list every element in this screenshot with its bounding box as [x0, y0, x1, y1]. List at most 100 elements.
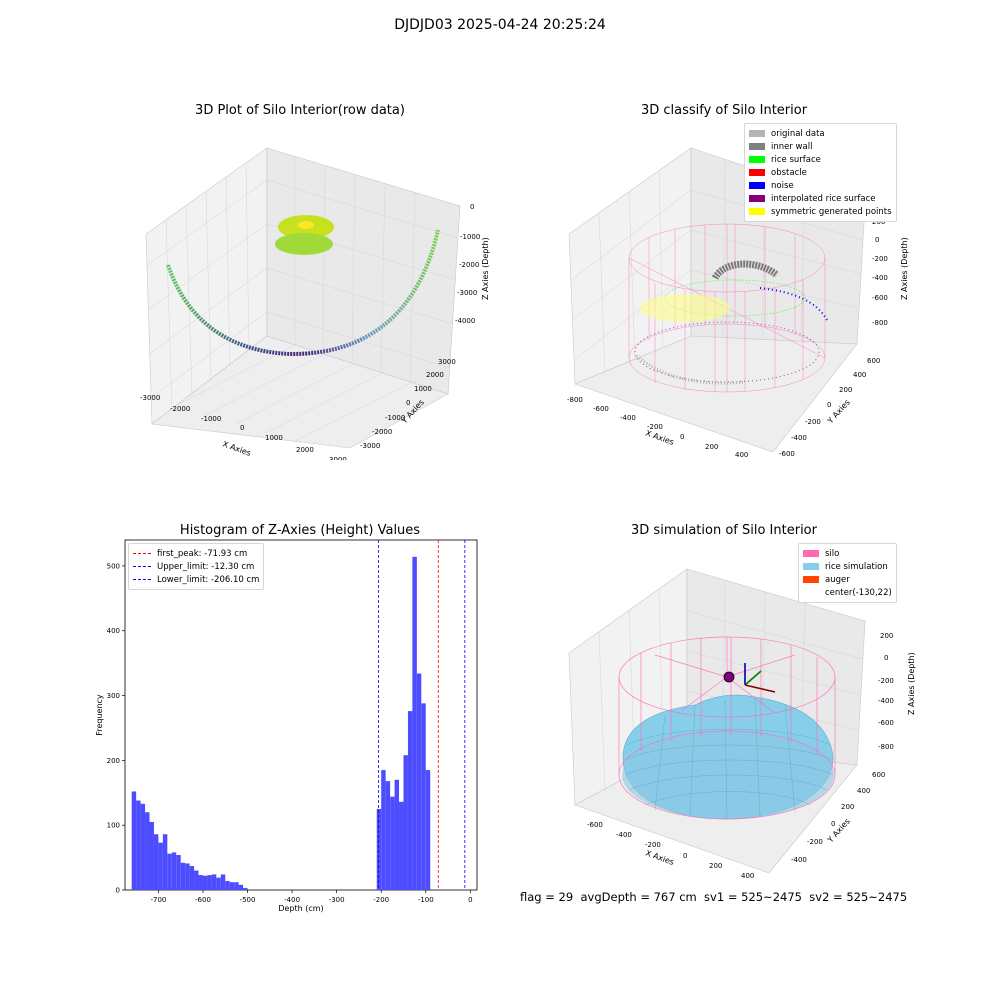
- legend-swatch: [749, 182, 765, 189]
- histogram-bar: [229, 882, 235, 890]
- legend-label: rice simulation: [825, 561, 888, 572]
- histogram-bar: [180, 862, 186, 890]
- legend-item: rice simulation: [803, 560, 892, 573]
- legend-swatch: [803, 589, 819, 596]
- plot2-xlabel: X Axies: [644, 428, 675, 447]
- legend-swatch: [803, 563, 819, 570]
- histogram-ytick-label: 500: [107, 562, 120, 570]
- legend-label: interpolated rice surface: [771, 193, 876, 204]
- histogram-title: Histogram of Z-Axies (Height) Values: [179, 523, 421, 538]
- legend-label: auger: [825, 574, 850, 585]
- plot4-ylabel: Y Axies: [825, 817, 852, 845]
- legend-item: symmetric generated points: [749, 205, 892, 218]
- histogram-bar: [194, 870, 199, 890]
- plot1-xtick: -2000: [170, 405, 190, 413]
- histogram-bar: [153, 834, 159, 890]
- histogram-bar: [167, 853, 172, 890]
- legend-label: symmetric generated points: [771, 206, 892, 217]
- histogram-ytick-label: 200: [107, 757, 120, 765]
- axis-arrow-x: [744, 684, 776, 693]
- histogram-bar: [149, 821, 154, 890]
- legend-label: first_peak: -71.93 cm: [157, 548, 248, 559]
- histogram-bar: [421, 703, 426, 890]
- plot2-pane-floor: [574, 335, 858, 453]
- plot1-ytick: 1000: [414, 385, 432, 393]
- histogram-bar: [202, 875, 208, 890]
- legend-label: Upper_limit: -12.30 cm: [157, 561, 255, 572]
- plot4-ytick: 0: [831, 820, 835, 828]
- plot1-ytick: -2000: [372, 428, 392, 436]
- histogram-ytick-label: 400: [107, 627, 120, 635]
- plot2-legend: original data inner wall rice surface ob…: [744, 123, 897, 222]
- histogram-xtick-label: -700: [150, 896, 166, 904]
- legend-item: inner wall: [749, 140, 892, 153]
- plot4-ztick: 0: [884, 654, 888, 662]
- histogram-bar: [145, 812, 150, 890]
- histogram-bar: [425, 770, 431, 890]
- plot1-zlabel: Z Axies (Depth): [481, 237, 490, 300]
- legend-swatch: [749, 208, 765, 215]
- legend-item: noise: [749, 179, 892, 192]
- plot1-xtick: 0: [240, 424, 244, 432]
- legend-item: center(-130,22): [803, 586, 892, 599]
- histogram-bar: [216, 877, 221, 890]
- plot1-ytick: -3000: [360, 442, 380, 450]
- legend-label: silo: [825, 548, 840, 559]
- legend-label: obstacle: [771, 167, 807, 178]
- plot2-xtick: -200: [647, 423, 663, 431]
- plot2-ytick: 600: [867, 357, 880, 365]
- plot1-ztick: -4000: [455, 317, 475, 325]
- plot2-zlabel: Z Axies (Depth): [900, 237, 909, 300]
- plot2-xtick: 200: [705, 443, 718, 451]
- histogram-bar: [385, 781, 391, 890]
- histogram-xtick-label: 0: [468, 896, 472, 904]
- plot2-xtick: -400: [620, 414, 636, 422]
- histogram-bar: [234, 882, 239, 890]
- legend-item: Upper_limit: -12.30 cm: [133, 560, 259, 573]
- plot2-ztick: -200: [872, 255, 888, 263]
- plot2-noise-points: [759, 287, 828, 321]
- histogram-bar: [162, 834, 168, 890]
- plot1-xlabel: X Axies: [221, 439, 252, 458]
- legend-swatch: [749, 169, 765, 176]
- legend-item: first_peak: -71.93 cm: [133, 547, 259, 560]
- histogram-bar: [136, 800, 141, 890]
- plot1-ytick: 0: [406, 399, 410, 407]
- plot1-ytick: -1000: [385, 414, 405, 422]
- plot4-simulation-3d: -600 -400 -200 0 200 400 -400 -200 0 200…: [568, 568, 916, 880]
- plot4-silo-wireframe: [618, 636, 836, 820]
- legend-item: Lower_limit: -206.10 cm: [133, 573, 259, 586]
- plot1-pane-floor: [151, 335, 449, 449]
- histogram-bar: [131, 791, 137, 890]
- histogram-legend: first_peak: -71.93 cm Upper_limit: -12.3…: [128, 543, 265, 590]
- legend-swatch: [749, 143, 765, 150]
- legend-swatch: [749, 195, 765, 202]
- plot1-rice-surface-lower: [275, 233, 333, 255]
- histogram-bar: [185, 863, 190, 890]
- legend-swatch: [803, 576, 819, 583]
- legend-item: rice surface: [749, 153, 892, 166]
- legend-item: original data: [749, 127, 892, 140]
- legend-label: noise: [771, 180, 794, 191]
- plot4-ztick: 200: [880, 632, 893, 640]
- histogram-bar: [225, 880, 230, 890]
- histogram-bar: [412, 556, 417, 890]
- plot4-xtick: -200: [645, 841, 661, 849]
- histogram-bar: [220, 874, 226, 890]
- plot1-wall-arc: [166, 229, 440, 357]
- plot2-xtick: -600: [593, 405, 609, 413]
- histogram-bar: [416, 673, 422, 890]
- histogram-bar: [189, 866, 195, 890]
- plot2-ytick: 200: [839, 386, 852, 394]
- plot4-ztick: -600: [878, 719, 894, 727]
- legend-item: obstacle: [749, 166, 892, 179]
- plot4-ztick: -200: [878, 677, 894, 685]
- plot4-xtick: 200: [709, 862, 722, 870]
- plot1-ytick: 2000: [426, 371, 444, 379]
- plot2-ytick: -600: [779, 450, 795, 458]
- histogram-xtick-label: -600: [195, 896, 211, 904]
- legend-swatch: [749, 130, 765, 137]
- histogram-bar: [399, 801, 404, 890]
- plot2-ytick: -200: [805, 418, 821, 426]
- histogram-bar: [176, 855, 181, 890]
